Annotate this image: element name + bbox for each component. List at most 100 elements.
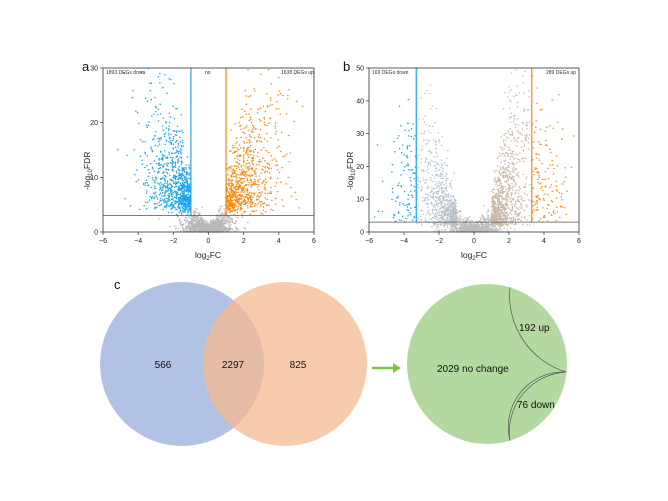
up-point — [274, 185, 277, 188]
down-point — [158, 164, 160, 166]
down-point — [163, 195, 165, 197]
ns-point-right — [517, 118, 519, 120]
down-point — [169, 156, 172, 159]
up-point — [249, 149, 252, 151]
ns-point — [199, 219, 201, 221]
down-point — [169, 183, 171, 185]
ns-point — [475, 224, 477, 227]
ns-point-left — [417, 217, 420, 219]
up-point — [241, 189, 243, 192]
ns-point — [486, 230, 488, 232]
ns-point-left — [445, 184, 448, 187]
down-point — [155, 206, 158, 209]
down-point — [163, 174, 166, 177]
up-point — [229, 165, 231, 168]
up-point — [245, 103, 248, 106]
ns-point-left — [446, 199, 449, 201]
down-point — [181, 139, 183, 142]
down-point — [144, 184, 146, 186]
ns-point-left — [450, 180, 453, 182]
up-point — [247, 174, 249, 176]
ns-point-left — [436, 224, 438, 226]
down-point — [154, 135, 156, 137]
ns-point-left — [439, 182, 441, 184]
down-point — [172, 138, 175, 140]
ns-point-left — [447, 203, 449, 205]
ns-point — [486, 225, 489, 227]
ns-point — [482, 224, 485, 226]
ns-point — [488, 227, 490, 230]
up-point — [239, 178, 242, 180]
ns-point-left — [440, 144, 443, 147]
ns-point — [192, 230, 194, 232]
ns-point — [433, 230, 435, 232]
ns-point — [509, 227, 512, 229]
ns-point-left — [446, 157, 448, 160]
ns-point-right — [506, 214, 508, 217]
down-point — [188, 208, 190, 210]
down-point — [144, 181, 147, 184]
ns-point-right — [509, 152, 512, 155]
down-point — [178, 197, 181, 199]
up-point — [242, 146, 245, 149]
ns-point-right — [494, 171, 496, 173]
up-point — [264, 167, 266, 169]
ns-point — [471, 219, 473, 222]
down-point — [134, 173, 136, 176]
up-point — [234, 123, 236, 125]
up-point — [266, 171, 269, 173]
down-point — [183, 202, 185, 205]
down-point — [175, 140, 178, 142]
ns-point-right — [521, 121, 523, 124]
down-point — [173, 186, 176, 188]
up-point — [234, 170, 237, 172]
ns-point — [201, 224, 204, 227]
ns-point — [479, 226, 482, 229]
ns-point-right — [507, 129, 509, 132]
ns-point-left — [416, 183, 419, 186]
ns-point-left — [435, 209, 437, 211]
down-point — [177, 168, 180, 171]
ns-point-right — [504, 92, 506, 94]
ns-point — [499, 226, 502, 228]
up-point — [244, 110, 246, 112]
ns-point-left — [434, 183, 437, 186]
ns-point-left — [428, 150, 430, 153]
ns-point-left — [421, 224, 423, 226]
ns-point-left — [428, 140, 430, 142]
down-point — [154, 182, 156, 184]
ns-point-left — [429, 164, 432, 167]
ns-point-left — [420, 132, 422, 135]
down-point — [155, 155, 158, 157]
up-point — [226, 195, 229, 198]
down-point — [158, 189, 161, 191]
up-point — [240, 165, 243, 168]
ns-point — [488, 215, 490, 217]
up-point — [246, 163, 248, 165]
ns-point-right — [507, 153, 510, 155]
up-point — [239, 159, 241, 162]
up-point — [253, 154, 255, 157]
ns-point-left — [434, 196, 437, 198]
ns-point-left — [429, 177, 432, 179]
ns-point — [207, 222, 210, 224]
ns-point — [192, 218, 194, 220]
ns-point-left — [444, 203, 446, 205]
ns-point — [216, 230, 218, 232]
ns-point — [460, 215, 462, 217]
ns-point — [514, 200, 517, 203]
up-point — [282, 205, 285, 207]
down-point — [168, 141, 170, 143]
down-point — [163, 155, 166, 157]
volcano-a-annot-up: 1638 DEGs up — [281, 70, 314, 76]
up-point — [250, 154, 252, 156]
up-point — [286, 98, 289, 100]
ns-point-left — [454, 213, 457, 215]
ns-point — [491, 227, 493, 229]
ns-point-left — [446, 179, 448, 181]
down-point — [183, 197, 185, 200]
ns-point-left — [429, 213, 432, 215]
down-point — [187, 198, 189, 201]
down-point — [151, 150, 154, 153]
